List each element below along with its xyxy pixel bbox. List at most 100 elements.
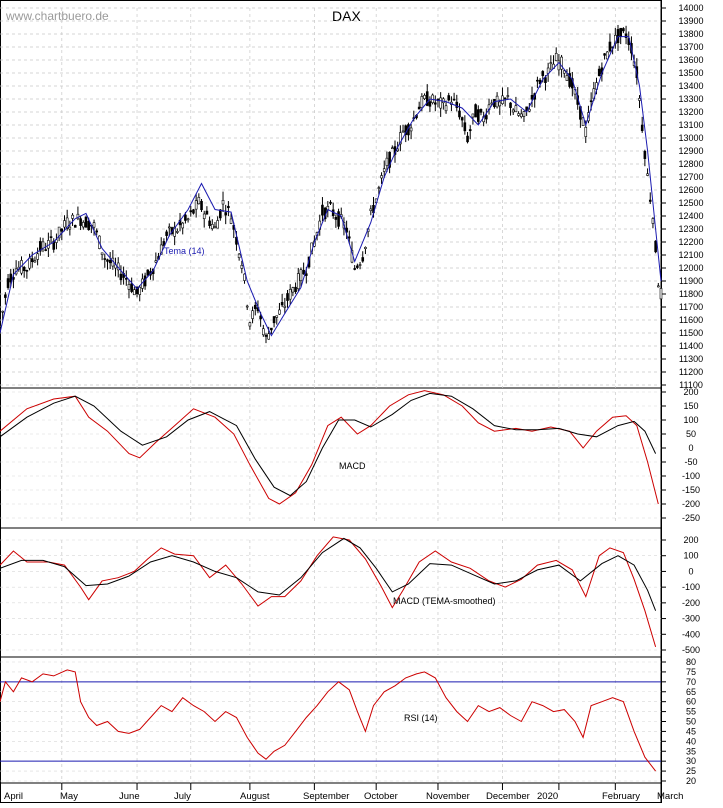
y-tick-label: 12100 [678,250,703,260]
y-tick-label: -300 [682,614,700,624]
candle-body [417,106,421,110]
candle-body [514,105,518,113]
y-tick-label: 11100 [679,380,703,390]
macd-tema-annotation: MACD (TEMA-smoothed) [393,596,496,606]
macd-signal-line [0,392,657,497]
y-tick-label: 12500 [678,198,703,208]
candle-body [517,113,520,116]
y-tick-label: 200 [683,387,698,397]
candle-body [466,135,469,143]
candle-body [288,289,292,300]
candle-body [525,106,528,111]
candle-body [420,96,424,108]
candle-body [243,273,246,281]
candle-body [439,97,442,109]
candle-body [240,264,244,269]
candle-body [519,113,523,117]
candle-body [100,252,104,255]
candle-body [25,270,29,272]
candle-body [509,102,512,108]
candle-body [251,310,254,319]
y-tick-label: 11500 [679,328,703,338]
y-tick-label: 14000 [678,3,703,13]
candle-body [409,127,413,132]
candle-body [640,124,644,132]
candle-body [622,28,625,32]
candle-body [213,226,217,228]
rsi-line [0,669,656,772]
y-tick-label: 12800 [678,159,703,169]
candle-body [654,240,657,253]
watermark: www.chartbuero.de [5,9,109,23]
y-tick-label: 11700 [679,302,703,312]
candle-body [283,305,287,308]
candle-body [44,249,47,251]
y-tick-label: 11600 [679,315,703,325]
candle-body [73,225,77,228]
candle-body [272,316,276,324]
y-tick-label: -100 [682,582,700,592]
candle-body [638,98,641,101]
y-tick-label: 25 [686,766,696,776]
candle-body [106,259,109,262]
candle-body [197,197,201,205]
candle-body [60,228,64,232]
x-month-label: October [364,791,398,802]
y-tick-label: -150 [682,485,700,495]
candle-body [444,105,448,112]
candle-body [530,95,534,100]
candle-body [471,113,475,118]
candle-body [377,187,381,189]
candle-body [503,97,507,100]
y-tick-label: 0 [688,443,693,453]
candle-body [380,175,383,179]
candle-body [433,102,437,105]
candle-body [264,334,268,337]
y-tick-label: 11300 [679,354,703,364]
candle-body [30,258,34,263]
y-tick-label: 13600 [678,55,703,65]
candle-body [463,122,467,132]
y-tick-label: -250 [682,513,700,523]
candle-body [63,220,66,228]
candle-body [216,220,219,229]
candle-body [651,218,655,224]
candle-body [92,222,96,228]
candle-body [259,315,262,320]
y-tick-label: 12000 [678,263,703,273]
y-tick-label: 55 [686,707,696,717]
y-tick-label: 20 [686,776,696,786]
candle-body [361,257,365,262]
candle-body [616,29,620,44]
x-month-label: February [602,791,640,802]
candle-body [200,200,203,211]
y-tick-label: 60 [686,697,696,707]
candle-body [428,101,432,107]
candle-body [4,294,7,298]
y-tick-label: -100 [682,471,700,481]
candle-body [358,264,362,266]
tema-annotation: Tema (14) [164,246,205,256]
candle-body [581,117,585,126]
candle-body [130,283,133,292]
candle-body [229,218,233,224]
candle-body [557,60,561,71]
y-tick-label: 12400 [678,211,703,221]
y-tick-label: 45 [686,726,696,736]
y-tick-label: -200 [682,499,700,509]
y-tick-label: 12600 [678,185,703,195]
candle-body [498,101,502,107]
candle-body [460,117,464,121]
candle-body [267,333,270,340]
y-tick-label: 12200 [678,237,703,247]
candle-body [71,214,74,219]
y-tick-label: 13200 [678,107,703,117]
y-tick-label: 13900 [678,16,703,26]
y-tick-label: 13800 [678,29,703,39]
candle-body [194,200,198,210]
candle-body [458,110,461,118]
candle-body [81,222,85,228]
candle-body [474,104,477,118]
